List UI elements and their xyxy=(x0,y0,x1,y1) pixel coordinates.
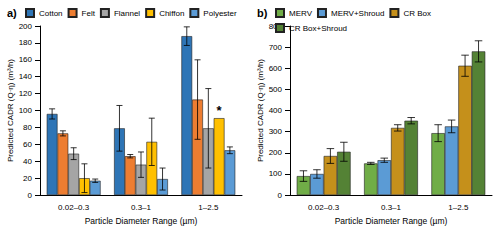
svg-text:1–2.5: 1–2.5 xyxy=(198,203,219,212)
svg-text:0.3–1: 0.3–1 xyxy=(131,203,152,212)
svg-text:100: 100 xyxy=(269,169,283,178)
svg-text:60: 60 xyxy=(23,140,32,149)
svg-text:Polyester: Polyester xyxy=(203,9,237,18)
svg-text:0.3–1: 0.3–1 xyxy=(381,203,402,212)
svg-text:160: 160 xyxy=(19,55,33,64)
svg-text:Predicted CADR (Q·η) (m³/h): Predicted CADR (Q·η) (m³/h) xyxy=(6,59,15,162)
svg-text:80: 80 xyxy=(23,123,32,132)
svg-text:100: 100 xyxy=(19,106,33,115)
svg-text:*: * xyxy=(217,103,223,118)
svg-text:0: 0 xyxy=(28,191,33,200)
svg-text:180: 180 xyxy=(19,38,33,47)
svg-text:500: 500 xyxy=(269,85,283,94)
svg-text:b): b) xyxy=(257,7,268,19)
svg-text:400: 400 xyxy=(269,106,283,115)
svg-text:a): a) xyxy=(7,7,17,19)
svg-text:40: 40 xyxy=(23,157,32,166)
svg-text:Predicted CADR (Q·η) (m³/h): Predicted CADR (Q·η) (m³/h) xyxy=(256,59,265,162)
svg-text:CR Box: CR Box xyxy=(403,9,431,18)
svg-text:200: 200 xyxy=(19,22,33,31)
svg-text:1–2.5: 1–2.5 xyxy=(448,203,469,212)
svg-text:0: 0 xyxy=(278,191,283,200)
svg-text:300: 300 xyxy=(269,127,283,136)
svg-text:Felt: Felt xyxy=(82,9,96,18)
svg-text:120: 120 xyxy=(19,89,33,98)
svg-text:MERV: MERV xyxy=(289,9,313,18)
svg-text:Particle Diameter Range (µm): Particle Diameter Range (µm) xyxy=(335,216,448,226)
svg-text:0.02–0.3: 0.02–0.3 xyxy=(308,203,340,212)
svg-text:600: 600 xyxy=(269,64,283,73)
svg-text:200: 200 xyxy=(269,148,283,157)
svg-text:MERV+Shroud: MERV+Shroud xyxy=(331,9,384,18)
svg-text:20: 20 xyxy=(23,174,32,183)
svg-text:Flannel: Flannel xyxy=(114,9,140,18)
svg-text:Cotton: Cotton xyxy=(39,9,63,18)
svg-text:0.02–0.3: 0.02–0.3 xyxy=(58,203,90,212)
svg-text:140: 140 xyxy=(19,72,33,81)
svg-text:700: 700 xyxy=(269,43,283,52)
svg-text:Chiffon: Chiffon xyxy=(159,9,184,18)
svg-text:Particle Diameter Range (µm): Particle Diameter Range (µm) xyxy=(85,216,198,226)
svg-text:CR Box+Shroud: CR Box+Shroud xyxy=(289,24,347,33)
